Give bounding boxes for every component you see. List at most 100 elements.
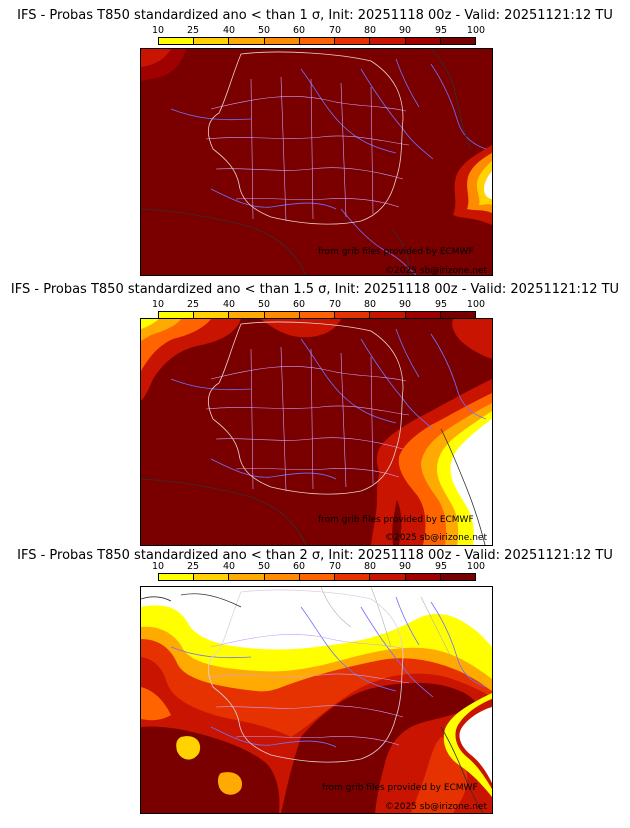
- colorbar-tick: 100: [466, 299, 486, 310]
- colorbar: 10 25 40 50 60 70 80 90 95 100: [152, 25, 485, 46]
- colorbar-swatch: [440, 312, 475, 318]
- colorbar-swatch: [440, 574, 475, 580]
- panel-sigma-1-5: IFS - Probas T850 standardized ano < tha…: [0, 282, 630, 558]
- country-border-france: [207, 589, 404, 763]
- colorbar-tick: 90: [398, 299, 412, 310]
- map-svg: [141, 587, 492, 813]
- colorbar: 10 25 40 50 60 70 80 90 95 100: [152, 299, 485, 320]
- probability-map: [140, 48, 493, 276]
- department-borders: [205, 634, 410, 746]
- colorbar-swatch: [229, 312, 265, 318]
- colorbar-tick: 100: [466, 561, 486, 572]
- credit-source: from grib files provided by ECMWF: [318, 247, 474, 257]
- colorbar-tick: 25: [186, 25, 200, 36]
- colorbar-swatches: [158, 573, 476, 581]
- colorbar-swatches: [158, 37, 476, 45]
- colorbar-swatch: [264, 312, 300, 318]
- colorbar-tick: 70: [328, 25, 342, 36]
- colorbar-swatch: [335, 312, 371, 318]
- panel-title: IFS - Probas T850 standardized ano < tha…: [17, 548, 613, 563]
- prob-field-10: [443, 693, 492, 797]
- prob-field-10: [141, 319, 159, 329]
- panel-title: IFS - Probas T850 standardized ano < tha…: [17, 8, 613, 23]
- colorbar-swatch: [264, 574, 300, 580]
- colorbar-tick: 80: [363, 299, 377, 310]
- colorbar-swatch: [299, 312, 336, 318]
- coastline: [390, 228, 412, 275]
- colorbar: 10 25 40 50 60 70 80 90 95 100: [152, 561, 485, 582]
- colorbar-swatch: [159, 38, 195, 44]
- credit-copyright: ©2025 sb@irizone.net: [385, 266, 487, 276]
- prob-field-high: [141, 49, 492, 275]
- colorbar-tick: 40: [222, 25, 236, 36]
- credit-source: from grib files provided by ECMWF: [322, 783, 478, 793]
- probability-map: [140, 318, 493, 546]
- colorbar-swatch: [264, 38, 300, 44]
- credit-copyright: ©2025 sb@irizone.net: [385, 533, 487, 543]
- prob-field-high: [281, 682, 476, 813]
- prob-field-40: [217, 772, 243, 795]
- colorbar-tick: 10: [151, 299, 165, 310]
- colorbar-swatch: [405, 38, 441, 44]
- prob-field-80: [371, 469, 397, 545]
- colorbar-swatch: [194, 312, 230, 318]
- rivers: [170, 596, 487, 748]
- prob-field-25: [176, 736, 201, 760]
- coastline: [440, 428, 486, 545]
- colorbar-tick: 95: [434, 561, 448, 572]
- colorbar-tick: 50: [257, 25, 271, 36]
- colorbar-swatch: [229, 38, 265, 44]
- colorbar-tick: 60: [292, 561, 306, 572]
- colorbar-tick: 90: [398, 561, 412, 572]
- colorbar-swatch: [440, 38, 475, 44]
- colorbar-swatch: [159, 574, 195, 580]
- rivers: [170, 328, 487, 480]
- colorbar-tick: 100: [466, 25, 486, 36]
- credit-source: from grib files provided by ECMWF: [318, 515, 474, 525]
- coastline: [430, 49, 472, 150]
- colorbar-tick: 25: [186, 299, 200, 310]
- credit-copyright: ©2025 sb@irizone.net: [385, 802, 487, 812]
- colorbar-tick: 10: [151, 25, 165, 36]
- department-borders: [205, 76, 410, 222]
- country-border-france: [207, 321, 404, 495]
- prob-field-high: [141, 726, 280, 813]
- prob-field-70: [141, 687, 171, 721]
- colorbar-tick: 95: [434, 25, 448, 36]
- colorbar-tick: 60: [292, 25, 306, 36]
- colorbar-swatch: [299, 574, 336, 580]
- colorbar-tick: 80: [363, 25, 377, 36]
- colorbar-tick: 50: [257, 299, 271, 310]
- colorbar-swatch: [159, 312, 195, 318]
- panel-sigma-1: IFS - Probas T850 standardized ano < tha…: [0, 8, 630, 284]
- map-svg: [141, 49, 492, 275]
- colorbar-swatch: [370, 38, 406, 44]
- coastline: [141, 208, 307, 275]
- colorbar-swatch: [370, 312, 406, 318]
- colorbar-swatch: [194, 38, 230, 44]
- colorbar-swatch: [335, 38, 371, 44]
- colorbar-tick: 95: [434, 299, 448, 310]
- prob-field-below-10: [484, 171, 492, 199]
- colorbar-swatch: [299, 38, 336, 44]
- colorbar-tick: 10: [151, 561, 165, 572]
- coastline: [440, 726, 484, 813]
- prob-field-below-10: [450, 419, 492, 545]
- colorbar-tick: 50: [257, 561, 271, 572]
- country-border-france: [207, 51, 404, 225]
- colorbar-swatch: [229, 574, 265, 580]
- prob-field-80: [452, 319, 492, 359]
- colorbar-tick: 70: [328, 299, 342, 310]
- colorbar-tick: 70: [328, 561, 342, 572]
- map-svg: [141, 319, 492, 545]
- prob-field-below-10: [459, 707, 492, 783]
- department-borders: [205, 346, 410, 492]
- coastline: [141, 593, 242, 608]
- colorbar-tick: 40: [222, 561, 236, 572]
- colorbar-tick: 60: [292, 299, 306, 310]
- colorbar-swatch: [405, 574, 441, 580]
- colorbar-tick: 25: [186, 561, 200, 572]
- colorbar-swatch: [335, 574, 371, 580]
- colorbar-tick: 80: [363, 561, 377, 572]
- probability-map: [140, 586, 493, 814]
